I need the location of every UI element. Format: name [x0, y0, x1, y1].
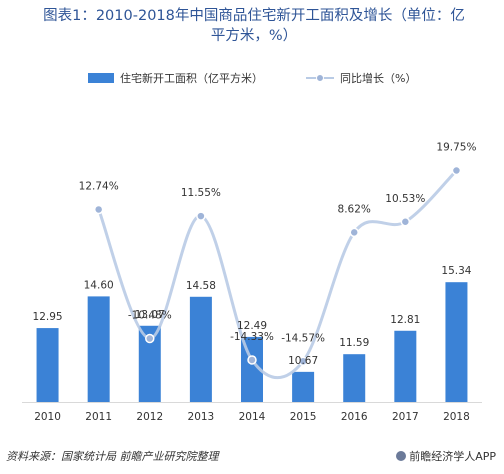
legend-bar-label: 住宅新开工面积（亿平方米）	[120, 71, 263, 85]
bar-value-label: 12.81	[390, 314, 420, 326]
x-tick-label: 2014	[239, 411, 266, 423]
bar	[138, 325, 161, 402]
growth-point	[93, 204, 104, 215]
bar	[343, 354, 366, 402]
bar-value-label: 10.67	[288, 355, 318, 367]
growth-value-label: -10.48%	[128, 310, 172, 322]
legend-line-label: 同比增长（%）	[340, 71, 416, 85]
bar	[189, 296, 212, 402]
x-tick-label: 2010	[34, 411, 61, 423]
growth-value-label: 8.62%	[338, 203, 371, 215]
legend-bar-swatch	[88, 73, 114, 83]
growth-value-label: 10.53%	[385, 193, 425, 205]
bar-value-label: 14.60	[84, 279, 114, 291]
legend-line-marker	[316, 74, 324, 82]
brand: 前瞻经济学人APP	[396, 448, 496, 464]
bar	[36, 328, 59, 402]
growth-point	[145, 333, 155, 344]
legend: 住宅新开工面积（亿平方米） 同比增长（%）	[88, 71, 416, 85]
x-axis: 2010 2011 2012 2013 2014 2015 2016 2017 2018	[22, 402, 482, 423]
bar-value-label: 15.34	[441, 265, 471, 277]
bar-value-label: 12.49	[237, 320, 267, 332]
growth-point	[400, 217, 411, 227]
growth-value-label: 19.75%	[436, 142, 476, 154]
x-tick-label: 2017	[392, 411, 419, 423]
chart-title-line2: 平方米，%）	[210, 28, 298, 44]
brand-logo-icon	[396, 451, 407, 461]
bar	[87, 296, 110, 402]
source-note: 资料来源：国家统计局 前瞻产业研究院整理	[6, 450, 219, 463]
bar	[445, 282, 468, 402]
growth-value-label: 12.74%	[79, 180, 119, 192]
growth-point	[451, 165, 462, 176]
chart-title: 图表1：2010-2018年中国商品住宅新开工面积及增长（单位：亿 平方米，%）	[10, 6, 498, 46]
x-tick-label: 2016	[341, 411, 368, 423]
bar-value-label: 14.58	[186, 280, 216, 292]
growth-point	[349, 227, 359, 238]
bar	[292, 371, 315, 402]
bar-value-label: 12.95	[33, 311, 63, 323]
x-tick-label: 2011	[85, 411, 112, 423]
growth-value-label: 11.55%	[181, 187, 221, 199]
brand-name: 前瞻经济学人APP	[409, 450, 496, 463]
growth-point	[298, 356, 308, 367]
line-series	[93, 165, 462, 379]
x-tick-label: 2013	[188, 411, 215, 423]
bar-value-label: 11.59	[339, 337, 369, 349]
growth-point	[247, 355, 257, 365]
x-tick-label: 2012	[136, 411, 163, 423]
growth-point	[196, 211, 206, 221]
bar	[241, 336, 263, 402]
chart-title-line1: 图表1：2010-2018年中国商品住宅新开工面积及增长（单位：亿	[43, 8, 465, 24]
growth-value-label: -14.33%	[230, 331, 274, 343]
growth-value-label: -14.57%	[281, 332, 325, 344]
x-tick-label: 2018	[443, 411, 470, 423]
bar	[394, 330, 417, 402]
x-tick-label: 2015	[290, 411, 317, 423]
bar-series	[36, 282, 468, 402]
line-labels: 12.74% -10.48% 11.55% -14.33% -14.57% 8.62% 10…	[79, 142, 477, 345]
bar-labels: 12.95 14.60 13.07 14.58 12.49 10.67 11.59 12.81…	[33, 265, 472, 367]
bar-value-label: 13.07	[135, 309, 165, 321]
